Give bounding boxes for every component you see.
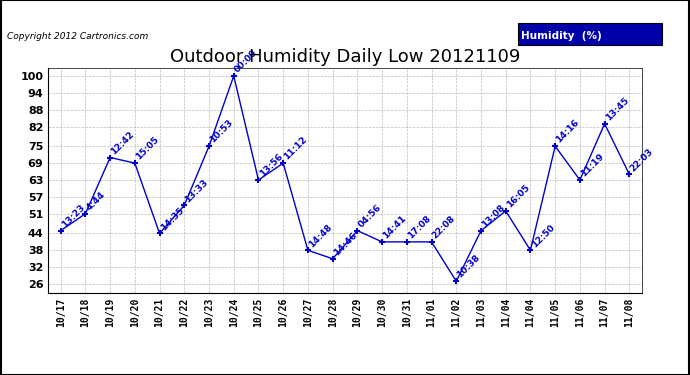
Text: 14:41: 14:41 [382,214,408,240]
Text: 13:56: 13:56 [257,152,284,178]
Text: 10:38: 10:38 [455,254,482,280]
Text: 14:46: 14:46 [332,231,359,257]
Text: 13:45: 13:45 [604,96,631,122]
Text: 15:05: 15:05 [134,135,161,162]
Text: 11:12: 11:12 [282,135,309,162]
Text: 17:08: 17:08 [406,214,433,240]
Text: 22:08: 22:08 [431,214,457,240]
Title: Outdoor Humidity Daily Low 20121109: Outdoor Humidity Daily Low 20121109 [170,48,520,66]
Text: 14:48: 14:48 [307,222,334,249]
Text: 22:03: 22:03 [629,147,655,173]
Text: 16:05: 16:05 [505,183,531,210]
Text: 10:53: 10:53 [208,118,235,145]
Text: Copyright 2012 Cartronics.com: Copyright 2012 Cartronics.com [7,32,148,41]
Text: 4:44: 4:44 [85,190,107,212]
Text: 13:08: 13:08 [480,203,506,229]
Text: Humidity  (%): Humidity (%) [521,32,602,41]
Text: 13:23: 13:23 [60,202,86,229]
Text: 14:16: 14:16 [554,118,581,145]
Text: 00:00: 00:00 [233,48,259,75]
Text: 13:33: 13:33 [184,177,210,204]
Text: 12:42: 12:42 [109,129,136,156]
Text: 11:19: 11:19 [579,152,606,178]
Text: 14:35: 14:35 [159,206,186,232]
Text: 12:50: 12:50 [530,222,556,249]
Text: 04:56: 04:56 [357,202,383,229]
